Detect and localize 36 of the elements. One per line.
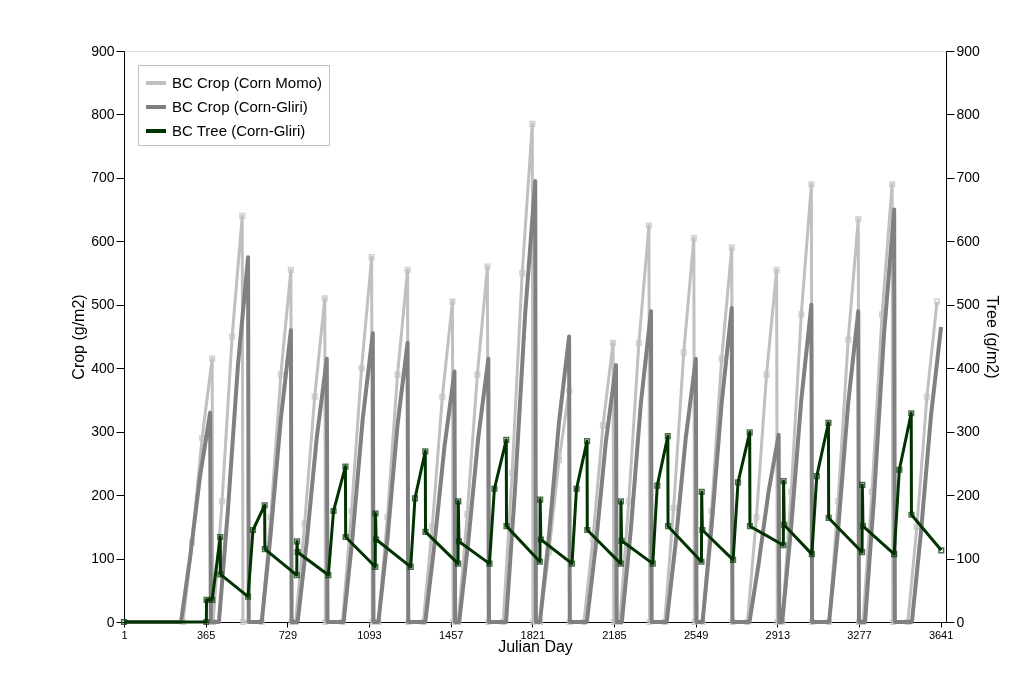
x-tick-label: 2913 (765, 628, 791, 641)
y-tick-label: 700 (91, 169, 115, 186)
x-tick-label: 729 (278, 628, 297, 641)
x-tick-label: 2549 (683, 628, 709, 641)
y2-tick-label: 400 (956, 359, 981, 376)
y-tick-label: 200 (91, 486, 115, 503)
y2-tick-label: 900 (956, 42, 981, 59)
y-tick-label: 300 (91, 423, 115, 440)
legend-label: BC Crop (Corn-Gliri) (172, 98, 308, 115)
y-tick-label: 600 (91, 232, 115, 249)
y2-tick-label: 200 (956, 486, 981, 503)
legend-label: BC Crop (Corn Momo) (172, 74, 323, 91)
y-axis-title: Crop (g/m2) (70, 294, 88, 380)
x-tick-label: 2185 (602, 628, 627, 641)
y2-axis-title: Tree (g/m2) (983, 295, 1001, 379)
legend-label: BC Tree (Corn-Gliri) (172, 122, 306, 139)
y-tick-label: 900 (91, 42, 115, 59)
y2-tick-label: 700 (956, 169, 981, 186)
x-tick-label: 365 (196, 628, 216, 641)
x-tick-label: 1821 (520, 628, 546, 641)
y-tick-label: 100 (91, 550, 115, 567)
x-tick-label: 1457 (438, 628, 464, 641)
y2-tick-label: 600 (956, 232, 981, 249)
x-tick-label: 1093 (357, 628, 382, 641)
x-tick-label: 3277 (847, 628, 872, 641)
x-tick-label: 1 (121, 628, 128, 641)
x-tick-label: 3641 (928, 628, 954, 641)
y-tick-label: 500 (91, 296, 115, 313)
y-tick-label: 0 (106, 613, 115, 630)
y-tick-label: 800 (91, 105, 115, 122)
y2-tick-label: 0 (956, 613, 965, 630)
y2-tick-label: 800 (956, 105, 981, 122)
y-tick-label: 400 (91, 359, 115, 376)
y2-tick-label: 100 (956, 550, 981, 567)
y2-tick-label: 500 (956, 296, 981, 313)
y2-tick-label: 300 (956, 423, 981, 440)
